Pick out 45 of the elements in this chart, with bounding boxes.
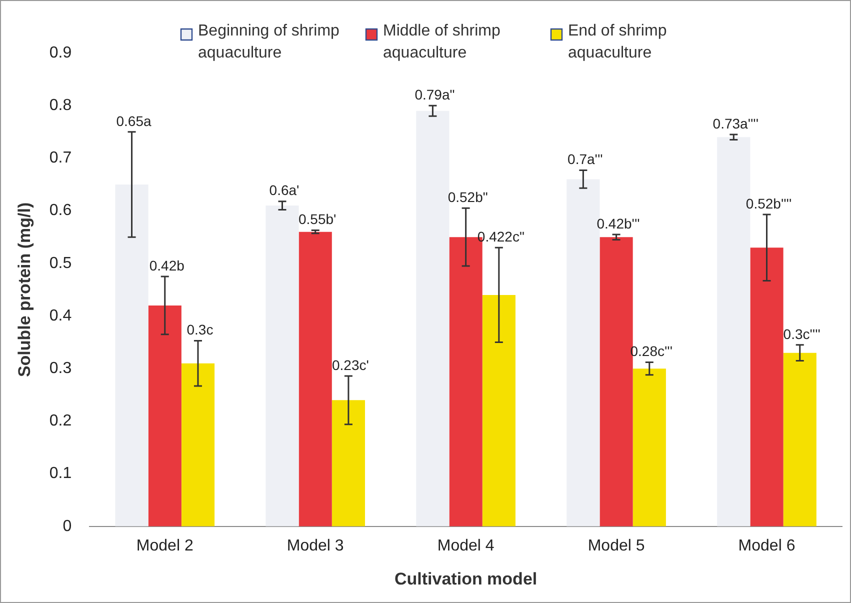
y-axis-title: Soluble protein (mg/l) bbox=[14, 202, 34, 378]
annotation: 0.52b" bbox=[448, 189, 488, 206]
x-tick-label: Model 5 bbox=[588, 537, 645, 554]
x-tick-label: Model 6 bbox=[738, 537, 796, 554]
x-tick-label: Model 4 bbox=[437, 537, 494, 554]
y-tick-label: 0.1 bbox=[49, 465, 72, 482]
annotation: 0.7a''' bbox=[568, 151, 603, 168]
legend-label: End of shrimp aquaculture bbox=[568, 22, 667, 62]
annotation: 0.422c" bbox=[477, 228, 524, 244]
y-tick-label: 0.3 bbox=[49, 360, 72, 378]
annotation: 0.42b''' bbox=[596, 215, 640, 232]
y-tick-label: 0.9 bbox=[49, 44, 72, 62]
y-tick-label: 0.6 bbox=[49, 202, 72, 220]
y-tick-label: 0.4 bbox=[49, 307, 72, 324]
annotation: 0.23c' bbox=[332, 356, 369, 373]
y-tick-label: 0 bbox=[62, 518, 72, 535]
legend-label: Beginning of shrimp aquaculture bbox=[198, 22, 340, 62]
bar bbox=[783, 352, 816, 526]
annotation: 0.52b'''' bbox=[746, 195, 792, 212]
annotation: 0.55b' bbox=[298, 211, 336, 228]
annotation: 0.73a'''' bbox=[712, 115, 759, 132]
legend-label: Middle of shrimp aquaculture bbox=[383, 22, 500, 62]
bar bbox=[332, 400, 366, 526]
annotation: 0.65a bbox=[116, 112, 152, 129]
y-tick-label: 0.5 bbox=[49, 254, 72, 272]
bar bbox=[115, 184, 148, 526]
bar bbox=[266, 206, 299, 526]
annotation: 0.3c'''' bbox=[783, 326, 820, 342]
y-tick-label: 0.2 bbox=[49, 412, 72, 430]
bar bbox=[482, 294, 516, 526]
x-tick-label: Model 2 bbox=[136, 537, 194, 554]
bar bbox=[181, 363, 215, 526]
annotation: 0.79a" bbox=[414, 86, 455, 102]
y-tick-label: 0.7 bbox=[49, 150, 72, 167]
annotation: 0.6a' bbox=[269, 182, 300, 198]
bar bbox=[750, 248, 784, 526]
annotation: 0.42b bbox=[149, 257, 185, 274]
bar bbox=[148, 305, 182, 526]
x-axis-title: Cultivation model bbox=[394, 569, 538, 588]
bar bbox=[416, 110, 450, 526]
bar bbox=[632, 368, 666, 526]
annotation: 0.3c bbox=[186, 322, 214, 338]
bar bbox=[298, 232, 332, 526]
y-tick-label: 0.8 bbox=[49, 97, 72, 114]
x-tick-label: Model 3 bbox=[286, 537, 344, 554]
